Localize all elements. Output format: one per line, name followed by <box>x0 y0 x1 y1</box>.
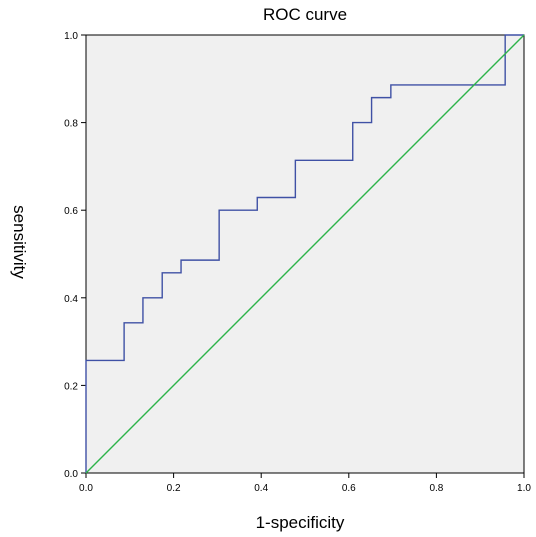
y-tick-label: 0.6 <box>64 206 78 217</box>
x-tick-label: 0.0 <box>79 483 93 494</box>
y-tick-label: 0.8 <box>64 119 78 130</box>
roc-curve-line <box>85 34 524 473</box>
chart-title: ROC curve <box>263 5 347 24</box>
y-axis-label: sensitivity <box>10 205 29 279</box>
reference-diagonal-line <box>85 34 525 474</box>
y-tick-label: 0.4 <box>64 294 78 305</box>
x-tick-label: 1.0 <box>517 483 531 494</box>
x-tick-label: 0.4 <box>254 483 268 494</box>
series-layer <box>85 34 525 474</box>
x-tick-label: 0.6 <box>342 483 356 494</box>
x-tick-label: 0.2 <box>167 483 181 494</box>
y-tick-label: 1.0 <box>64 31 78 42</box>
x-tick-label: 0.8 <box>429 483 443 494</box>
y-tick-label: 0.2 <box>64 381 78 392</box>
y-tick-label: 0.0 <box>64 469 78 480</box>
axis-ticks: 0.0 0.2 0.4 0.6 0.8 1.0 0.0 0.2 0.4 0.6 0.8 1.0 <box>64 31 531 494</box>
x-axis-label: 1-specificity <box>256 513 345 532</box>
